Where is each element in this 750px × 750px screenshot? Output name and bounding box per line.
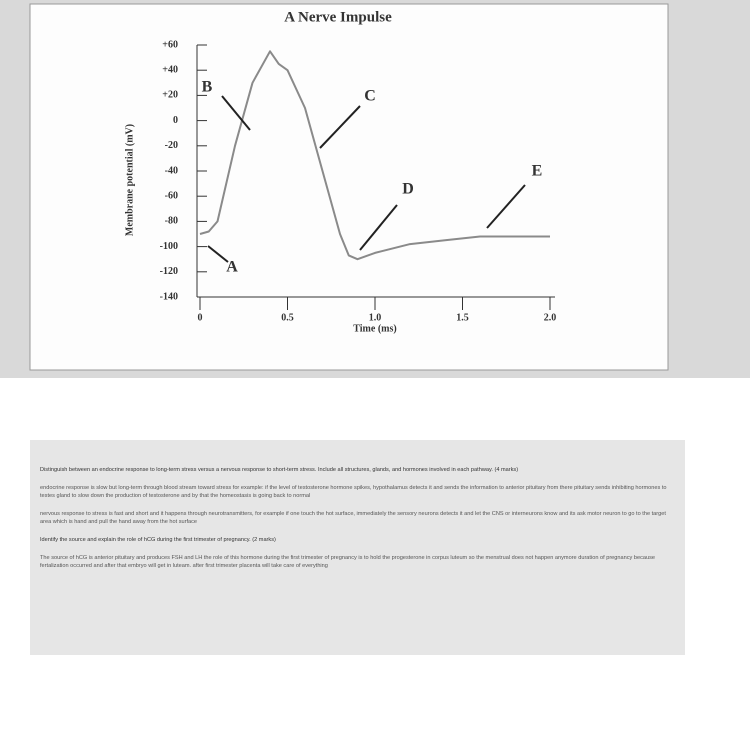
y-tick-label: -140 — [160, 291, 178, 302]
x-tick-label: 0 — [198, 312, 203, 323]
y-tick-label: -60 — [165, 190, 178, 201]
annotation: B — [202, 79, 213, 96]
question: Distinguish between an endocrine respons… — [40, 467, 519, 473]
answer: nervous response to stress is fast and s… — [40, 511, 666, 525]
question: Identify the source and explain the role… — [40, 537, 276, 543]
x-tick-label: 1.0 — [369, 312, 382, 323]
x-tick-label: 1.5 — [456, 312, 469, 323]
y-tick-label: -120 — [160, 266, 178, 277]
annotation: D — [402, 181, 414, 198]
y-tick-label: +40 — [162, 64, 178, 75]
y-tick-label: 0 — [173, 115, 178, 126]
data-line — [199, 50, 550, 261]
y-tick-label: -80 — [165, 216, 178, 227]
y-tick-label: -20 — [165, 140, 178, 151]
photo-area: A Nerve Impulse Time (ms) Membrane poten… — [0, 0, 750, 378]
annotation: C — [364, 88, 376, 105]
answer: The source of hCG is anterior pituitary … — [40, 555, 656, 569]
y-tick-label: -40 — [165, 165, 178, 176]
annotation-arrow — [486, 184, 526, 229]
annotation-arrow — [207, 245, 229, 263]
x-axis-label: Time (ms) — [353, 323, 396, 334]
y-axis-label: Membrane potential (mV) — [124, 124, 135, 236]
answer: endocrine response is slow but long-term… — [40, 485, 667, 499]
x-tick-label: 2.0 — [544, 312, 557, 323]
chart: A Nerve Impulse Time (ms) Membrane poten… — [29, 3, 669, 371]
x-tick-label: 0.5 — [281, 312, 294, 323]
document-box: Distinguish between an endocrine respons… — [30, 440, 685, 655]
paper — [29, 3, 669, 371]
y-tick-label: +60 — [162, 39, 178, 50]
y-tick-label: +20 — [162, 90, 178, 101]
y-tick-label: -100 — [160, 241, 178, 252]
annotation: A — [226, 259, 238, 276]
annotation-arrow — [221, 95, 251, 131]
annotation-arrow — [319, 105, 361, 149]
annotation-arrow — [359, 204, 398, 251]
annotation: E — [532, 163, 543, 180]
chart-title: A Nerve Impulse — [284, 9, 392, 25]
